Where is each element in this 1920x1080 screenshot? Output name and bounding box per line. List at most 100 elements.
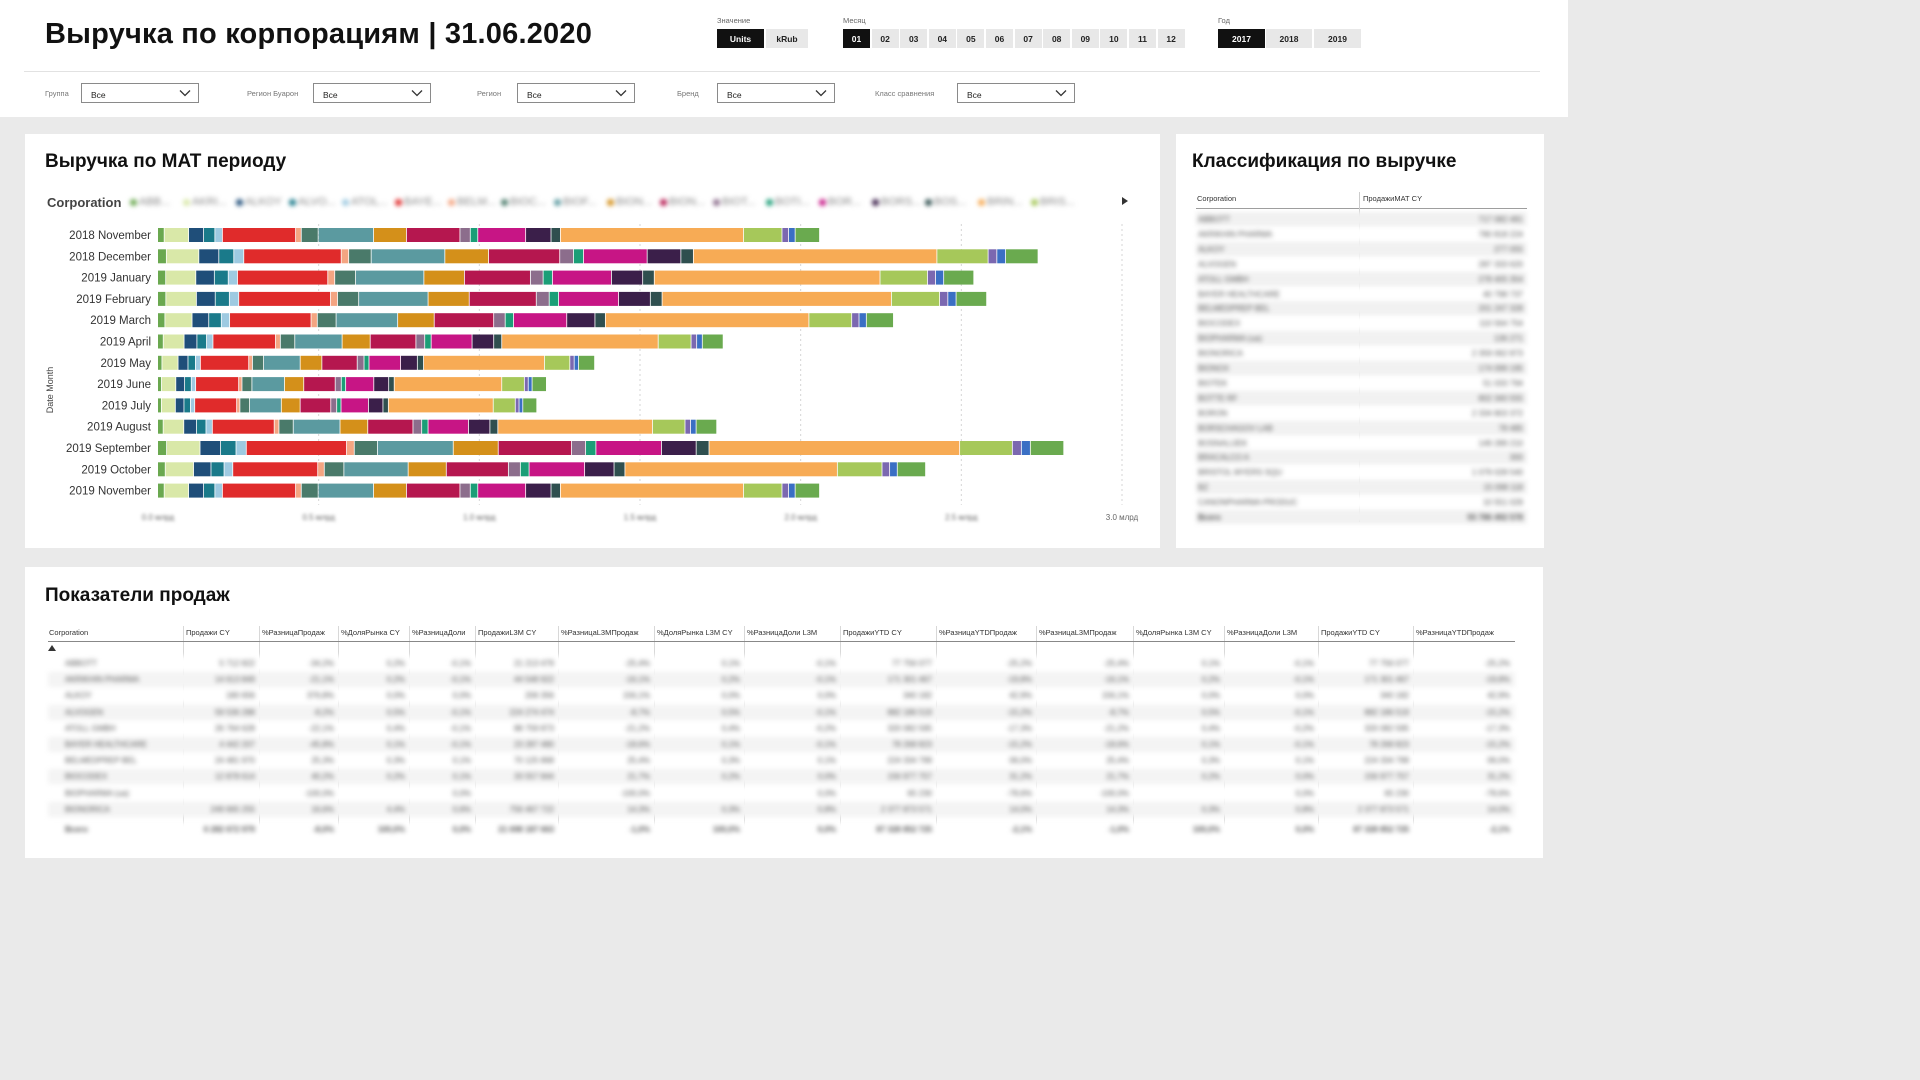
bar-segment[interactable] xyxy=(460,483,470,498)
bar-segment[interactable] xyxy=(570,355,574,370)
bar-segment[interactable] xyxy=(368,398,383,413)
bar-segment[interactable] xyxy=(1021,441,1030,455)
bar-segment[interactable] xyxy=(222,228,296,242)
class-table-row[interactable]: BRACALCO A 300 xyxy=(1196,450,1527,465)
class-table-row[interactable]: BIOPHARMA (ua) 136 271 xyxy=(1196,331,1527,346)
bar-segment[interactable] xyxy=(940,291,948,306)
bar-segment[interactable] xyxy=(337,398,341,413)
bar-segment[interactable] xyxy=(335,270,356,285)
bar-segment[interactable] xyxy=(296,228,301,242)
class-table-row[interactable]: BOSNALIJEK 149 289 210 xyxy=(1196,435,1527,450)
legend-entry[interactable]: BIOC... xyxy=(501,196,546,208)
bar-segment[interactable] xyxy=(693,249,937,264)
bar-segment[interactable] xyxy=(652,419,685,434)
class-table-row[interactable]: BORON 2 334 803 372 xyxy=(1196,405,1527,420)
class-table-row[interactable]: CANONPHARMA PRODUC 10 551 029 xyxy=(1196,495,1527,510)
bar-segment[interactable] xyxy=(195,355,200,370)
bar-segment[interactable] xyxy=(161,398,175,413)
bar-segment[interactable] xyxy=(161,377,176,392)
sales-col-header[interactable]: %ДоляРынка L3M CY xyxy=(1136,628,1212,637)
legend-entry[interactable]: BIOF... xyxy=(554,196,597,208)
bar-segment[interactable] xyxy=(369,355,401,370)
month-button-11[interactable]: 11 xyxy=(1129,29,1156,48)
bar-segment[interactable] xyxy=(237,398,240,413)
sales-col-header[interactable]: Corporation xyxy=(49,628,89,637)
sales-col-header[interactable]: ПродажиYTD CY xyxy=(1321,628,1380,637)
bar-segment[interactable] xyxy=(997,249,1006,264)
bar-segment[interactable] xyxy=(782,483,789,498)
bar-segment[interactable] xyxy=(341,398,369,413)
class-table-row[interactable]: BAYER HEALTHCARE 40 798 737 xyxy=(1196,286,1527,301)
legend-entry[interactable]: BOS... xyxy=(925,196,966,208)
class-table-row[interactable]: ALVOGEN 287 333 620 xyxy=(1196,256,1527,271)
bar-segment[interactable] xyxy=(1030,441,1064,455)
bar-segment[interactable] xyxy=(311,313,317,328)
bar-segment[interactable] xyxy=(158,249,166,264)
bar-segment[interactable] xyxy=(406,228,460,242)
bar-segment[interactable] xyxy=(544,355,570,370)
filter-compare-class-dropdown[interactable]: Все xyxy=(957,83,1075,103)
bar-segment[interactable] xyxy=(196,270,214,285)
value-button-krub[interactable]: kRub xyxy=(766,29,808,48)
bar-segment[interactable] xyxy=(158,398,161,413)
bar-segment[interactable] xyxy=(206,419,212,434)
bar-segment[interactable] xyxy=(230,313,311,328)
bar-segment[interactable] xyxy=(549,291,559,306)
legend-entry[interactable]: AKRI... xyxy=(183,196,227,208)
sales-table-row[interactable] xyxy=(48,688,1515,704)
class-table-row[interactable]: AKRIKHIN PHARMA 780 818 224 xyxy=(1196,226,1527,241)
month-button-08[interactable]: 08 xyxy=(1043,29,1071,48)
bar-segment[interactable] xyxy=(158,377,162,392)
bar-segment[interactable] xyxy=(890,462,897,477)
bar-segment[interactable] xyxy=(464,270,530,285)
bar-segment[interactable] xyxy=(209,313,221,328)
bar-segment[interactable] xyxy=(788,228,795,242)
class-col-sales-mat[interactable]: ПродажиМАТ CY xyxy=(1363,194,1423,203)
month-button-04[interactable]: 04 xyxy=(928,29,956,48)
bar-segment[interactable] xyxy=(199,249,219,264)
bar-segment[interactable] xyxy=(370,334,416,349)
bar-segment[interactable] xyxy=(373,483,407,498)
bar-segment[interactable] xyxy=(188,228,204,242)
legend-entry[interactable]: BOTI... xyxy=(766,196,810,208)
bar-segment[interactable] xyxy=(478,228,526,242)
class-table-row[interactable]: ABBOTT 717 082 481 xyxy=(1196,212,1527,226)
bar-segment[interactable] xyxy=(422,419,428,434)
bar-segment[interactable] xyxy=(490,419,498,434)
bar-segment[interactable] xyxy=(586,441,596,455)
legend-entry[interactable]: ABB... xyxy=(130,196,170,208)
bar-segment[interactable] xyxy=(573,249,584,264)
bar-segment[interactable] xyxy=(337,291,359,306)
bar-segment[interactable] xyxy=(229,291,239,306)
bar-segment[interactable] xyxy=(296,483,301,498)
bar-segment[interactable] xyxy=(743,483,782,498)
bar-segment[interactable] xyxy=(158,313,165,328)
bar-segment[interactable] xyxy=(866,313,894,328)
bar-segment[interactable] xyxy=(691,334,697,349)
bar-segment[interactable] xyxy=(709,441,960,455)
class-table-row[interactable]: BIOTEK 51 033 794 xyxy=(1196,375,1527,390)
bar-segment[interactable] xyxy=(408,462,446,477)
bar-segment[interactable] xyxy=(431,334,472,349)
bar-segment[interactable] xyxy=(163,419,184,434)
bar-segment[interactable] xyxy=(960,441,1012,455)
bar-segment[interactable] xyxy=(558,291,619,306)
legend-entry[interactable]: ATOL... xyxy=(342,196,388,208)
legend-entry[interactable]: BION... xyxy=(660,196,705,208)
year-button-2018[interactable]: 2018 xyxy=(1266,29,1312,48)
bar-segment[interactable] xyxy=(795,228,820,242)
bar-segment[interactable] xyxy=(662,291,891,306)
bar-segment[interactable] xyxy=(341,249,349,264)
bar-segment[interactable] xyxy=(196,377,239,392)
month-button-10[interactable]: 10 xyxy=(1100,29,1128,48)
bar-segment[interactable] xyxy=(413,419,422,434)
class-col-corporation[interactable]: Corporation xyxy=(1197,194,1237,203)
bar-segment[interactable] xyxy=(935,270,944,285)
bar-segment[interactable] xyxy=(743,228,782,242)
bar-segment[interactable] xyxy=(165,462,194,477)
bar-segment[interactable] xyxy=(281,398,300,413)
bar-segment[interactable] xyxy=(560,483,744,498)
bar-segment[interactable] xyxy=(300,355,322,370)
bar-segment[interactable] xyxy=(295,334,342,349)
bar-segment[interactable] xyxy=(505,313,514,328)
